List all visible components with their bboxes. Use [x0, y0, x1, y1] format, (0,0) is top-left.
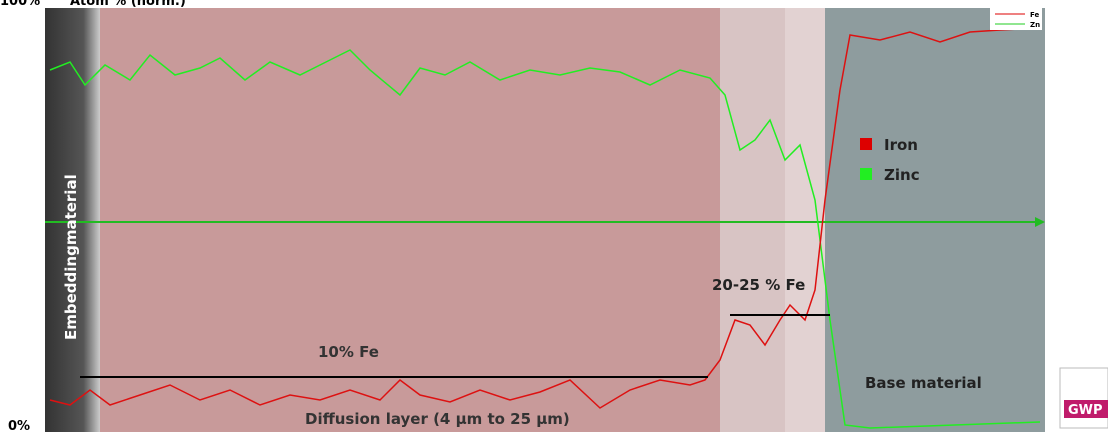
- legend-label: Iron: [884, 136, 918, 154]
- diffusion-label: Diffusion layer (4 µm to 25 µm): [305, 410, 570, 428]
- legend-label: Zn: [1030, 21, 1040, 29]
- legend-swatch: [860, 138, 872, 150]
- legend-swatch: [860, 168, 872, 180]
- logo-text: GWP: [1068, 403, 1103, 418]
- legend-label: Zinc: [884, 166, 920, 184]
- zone: [720, 8, 785, 432]
- logo-box: [1060, 368, 1108, 428]
- figure: Fe Zn Iron Zinc 100% Atom % (norm.) 0% E…: [0, 0, 1108, 432]
- axis-bottom-label: 0%: [8, 419, 30, 432]
- annotation: 10% Fe: [318, 343, 379, 361]
- page: Fe Zn Iron Zinc 100% Atom % (norm.) 0% E…: [0, 0, 1108, 432]
- axis-title: Atom % (norm.): [70, 0, 186, 9]
- axis-top-label: 100%: [0, 0, 40, 9]
- base-zone: [825, 8, 1045, 432]
- annotation: 20-25 % Fe: [712, 276, 805, 294]
- diffusion-zone: [100, 8, 720, 432]
- embedding-label: Embeddingmaterial: [62, 174, 80, 340]
- base-label: Base material: [865, 374, 982, 392]
- zone: [785, 8, 825, 432]
- legend-label: Fe: [1030, 11, 1039, 19]
